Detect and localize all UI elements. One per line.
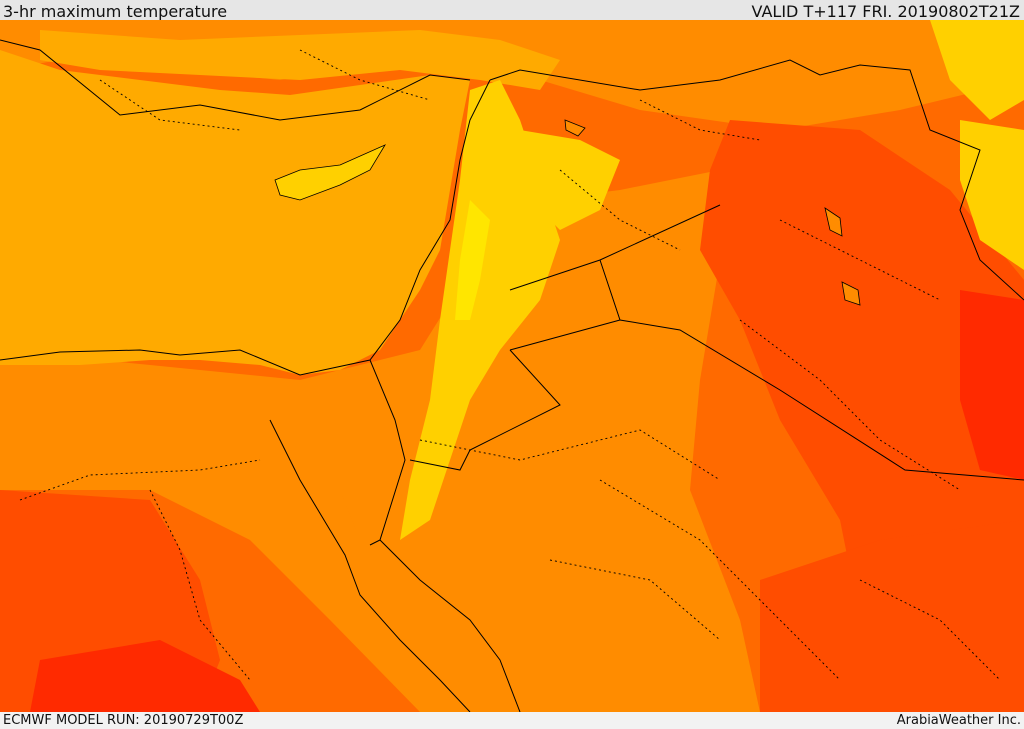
cyprus-island (274, 144, 386, 201)
lake-tharthar (824, 207, 843, 237)
gulf-of-suez (275, 440, 345, 560)
saudi-hot-region (760, 520, 1024, 712)
caucasus-cool-region (930, 20, 1024, 120)
syria-mild-region (520, 130, 620, 230)
province-boundaries (19, 49, 1001, 681)
model-run-label: ECMWF MODEL RUN: 20190729T00Z (3, 713, 244, 728)
anatolia-mild-region (40, 30, 560, 90)
mediterranean-sea (0, 50, 470, 375)
top-bar: 3-hr maximum temperature VALID T+117 FRI… (0, 0, 1024, 21)
zagros-cool-region (960, 120, 1024, 270)
levant-cool-strip (455, 200, 490, 320)
iraq-hottest-region (960, 290, 1024, 480)
iraq-hot-region (700, 120, 1024, 620)
levant-mild-strip (400, 80, 560, 540)
credit-label: ArabiaWeather Inc. (896, 713, 1021, 728)
lake-razazah (841, 281, 861, 306)
map-canvas (0, 20, 1024, 712)
warm-zone-region (0, 170, 760, 712)
valid-time: VALID T+117 FRI. 20190802T21Z (751, 2, 1020, 21)
temperature-map (0, 20, 1024, 712)
bottom-bar: ECMWF MODEL RUN: 20190729T00Z ArabiaWeat… (0, 712, 1024, 729)
map-title: 3-hr maximum temperature (3, 2, 228, 21)
lake-assad (564, 119, 586, 137)
sudan-hottest-region (30, 640, 260, 712)
